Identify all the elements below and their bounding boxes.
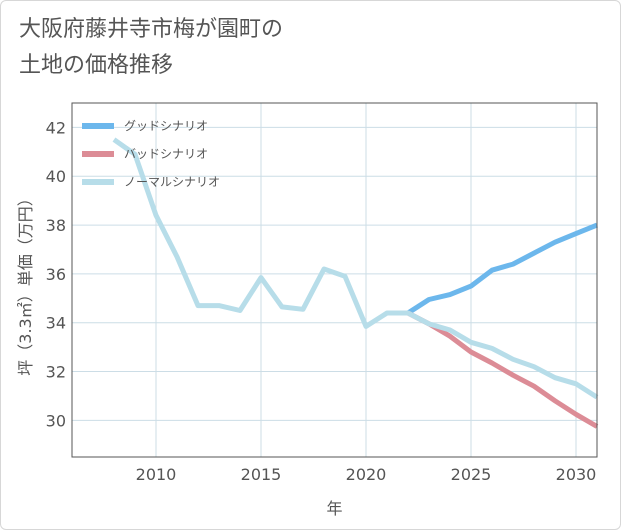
chart-title-line1: 大阪府藤井寺市梅が園町の — [19, 17, 284, 42]
x-tick-label: 2015 — [241, 465, 282, 484]
y-tick-label: 30 — [46, 411, 66, 430]
x-tick-labels: 2010 2015 2020 2025 2030 — [136, 465, 597, 484]
x-axis-label: 年 — [326, 499, 342, 518]
series-line-2 — [406, 310, 599, 429]
plot-border — [71, 102, 598, 458]
series-line-1 — [406, 222, 598, 316]
series-lines — [112, 137, 599, 429]
x-tick-label: 2030 — [556, 465, 597, 484]
x-tick-label: 2020 — [346, 465, 387, 484]
legend-item-3[interactable]: ノーマルシナリオ — [82, 175, 220, 189]
legend-item-2[interactable]: バッドシナリオ — [82, 147, 208, 161]
y-tick-label: 32 — [46, 363, 66, 382]
legend-item-1[interactable]: グッドシナリオ — [82, 119, 208, 133]
legend-label: グッドシナリオ — [124, 119, 208, 133]
y-tick-label: 36 — [46, 265, 66, 284]
legend-label: ノーマルシナリオ — [124, 175, 220, 189]
y-tick-label: 40 — [46, 167, 66, 186]
y-tick-label: 38 — [46, 216, 66, 235]
y-tick-label: 34 — [46, 314, 66, 333]
legend-label: バッドシナリオ — [124, 147, 208, 161]
plot-area — [72, 103, 597, 457]
y-tick-label: 42 — [46, 118, 66, 137]
y-axis-label: 坪（3.3㎡）単価（万円） — [16, 190, 35, 375]
x-tick-label: 2025 — [451, 465, 492, 484]
chart-title-line2: 土地の価格推移 — [19, 53, 174, 78]
chart-title: 大阪府藤井寺市梅が園町の 土地の価格推移 — [19, 12, 283, 84]
series-line-3 — [112, 137, 599, 400]
x-tick-label: 2010 — [136, 465, 177, 484]
y-tick-labels: 30 32 34 36 38 40 42 — [46, 118, 66, 430]
